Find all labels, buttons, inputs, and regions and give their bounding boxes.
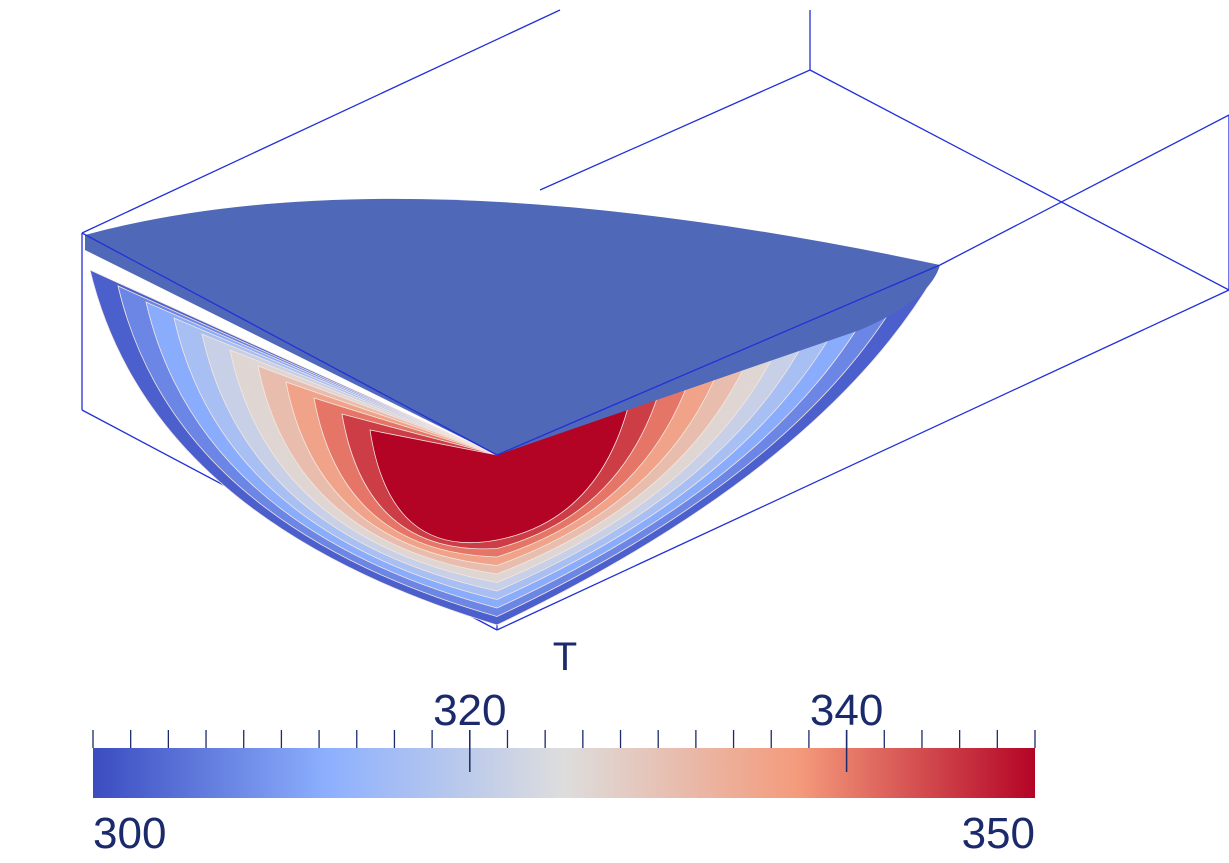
colorbar-title: T	[553, 635, 577, 679]
tick-label: 340	[810, 686, 883, 735]
tick-label: 320	[433, 686, 506, 735]
viewport: T 320 340 300 350	[0, 0, 1229, 863]
range-max-label: 350	[962, 809, 1035, 858]
colorbar	[93, 748, 1035, 798]
range-min-label: 300	[93, 809, 166, 858]
page: T 320340 300 350 (() => { const data = J…	[0, 0, 1229, 863]
